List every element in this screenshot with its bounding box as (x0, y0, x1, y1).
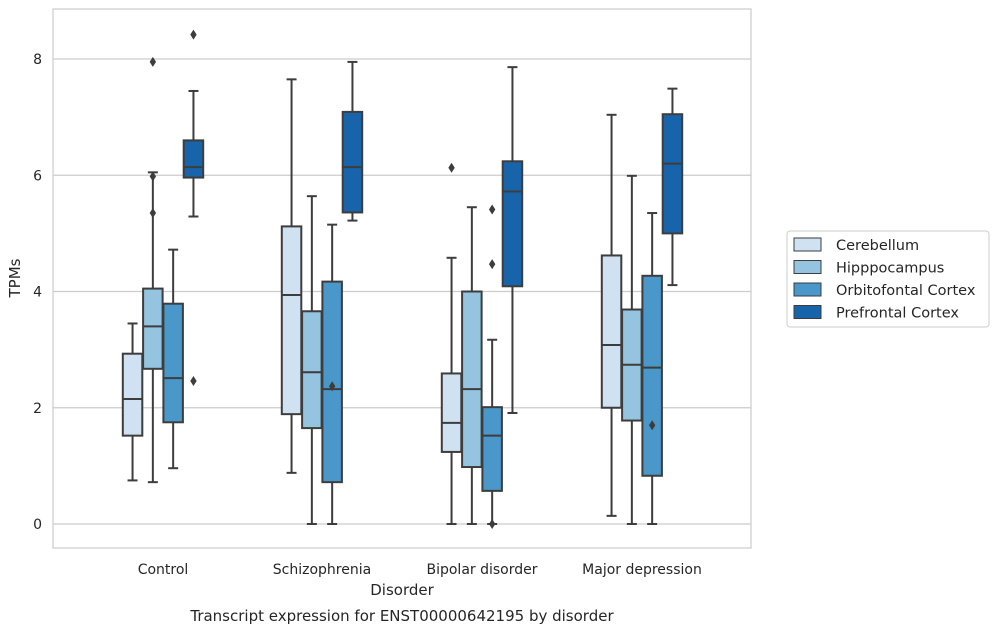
box (641, 212, 663, 525)
outlier-point (488, 259, 496, 270)
box (461, 206, 483, 525)
box (142, 56, 164, 484)
chart-caption: Transcript expression for ENST0000064219… (189, 607, 614, 625)
box (321, 223, 343, 525)
box-body (440, 372, 463, 453)
series-prefrontal-cortex (182, 29, 684, 414)
y-tick-label: 8 (33, 52, 42, 68)
outlier-point (149, 208, 157, 219)
y-tick-label: 0 (33, 517, 42, 533)
legend-label: Orbitofontal Cortex (836, 283, 976, 299)
outlier-point (448, 162, 455, 173)
box (162, 248, 184, 470)
y-tick-label: 2 (33, 401, 42, 417)
outlier-point (190, 376, 197, 387)
x-tick-label: Bipolar disorder (426, 562, 537, 578)
legend: Cerebellum Hipppocampus Orbitofontal Corte… (786, 230, 990, 328)
legend-swatch (793, 237, 822, 252)
box-body (301, 310, 323, 430)
series-cerebellum (121, 78, 623, 525)
legend-swatch (793, 305, 822, 319)
x-tick-label: Control (138, 562, 189, 578)
box-body (661, 113, 684, 235)
outlier-point (488, 204, 496, 215)
outlier-point (149, 56, 157, 67)
box-body (280, 225, 303, 416)
box-body (501, 160, 524, 288)
legend-label: Hipppocampus (836, 261, 944, 277)
outlier-point (149, 171, 157, 182)
box (481, 204, 503, 529)
box (341, 60, 364, 222)
legend-swatch (793, 282, 822, 297)
box (440, 162, 463, 525)
x-tick-label: Schizophrenia (273, 562, 371, 578)
legend-label: Prefrontal Cortex (836, 306, 959, 322)
box-body (182, 139, 205, 179)
y-axis-label: TPMs (6, 258, 24, 298)
x-axis-label: Disorder (370, 581, 434, 599)
x-axis-ticks: Control Schizophrenia Bipolar disorder Majo… (138, 562, 702, 578)
outlier-point (190, 29, 197, 40)
box-body (641, 274, 663, 477)
box (301, 195, 323, 525)
box-body (341, 110, 364, 214)
y-tick-label: 4 (33, 285, 42, 301)
box (621, 174, 643, 525)
y-axis-ticks: 0 2 4 6 8 (33, 52, 42, 533)
outlier-point (648, 420, 656, 431)
plot-area-frame (52, 8, 752, 549)
outlier-point (328, 381, 336, 392)
legend-label: Cerebellum (836, 238, 919, 254)
box-body (461, 290, 483, 469)
box-body (162, 302, 184, 424)
box-body (600, 254, 623, 409)
x-tick-label: Major depression (582, 562, 702, 578)
series-orbitofontal-cortex (162, 204, 663, 529)
legend-frame (786, 230, 990, 328)
box (121, 322, 144, 482)
box-series (121, 29, 684, 529)
box-body (142, 287, 164, 370)
box (600, 113, 623, 517)
box (501, 66, 524, 414)
outlier-point (488, 519, 496, 529)
box (661, 87, 684, 287)
box-body (121, 352, 144, 437)
series-hipppocampus (142, 56, 643, 525)
box-body (481, 406, 503, 492)
legend-swatch (793, 260, 822, 274)
y-tick-label: 6 (33, 168, 42, 184)
box (280, 78, 303, 474)
box (182, 29, 205, 387)
